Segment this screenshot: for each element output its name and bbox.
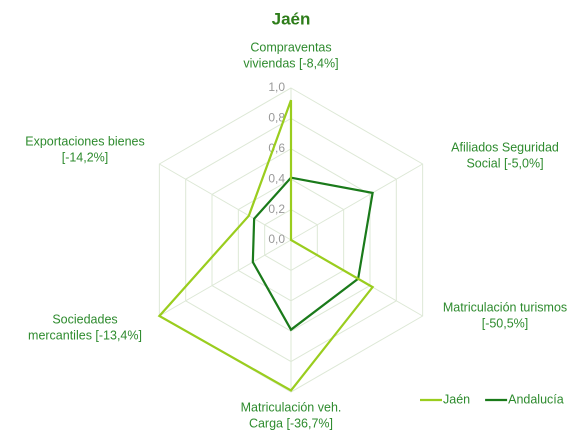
spoke [159,239,292,317]
series-line [251,176,374,332]
series-line [157,99,375,392]
r-tick-label: 0,2 [268,202,285,216]
category-label: [-50,5%] [482,316,529,330]
legend-label: Jaén [443,392,470,406]
r-tick-label: 0,4 [268,171,285,185]
spoke [159,163,292,241]
category-label: viviendas [-8,4%] [243,56,338,70]
category-label: [-14,2%] [62,150,109,164]
category-label: Matriculación turismos [443,300,567,314]
category-label: Sociedades [52,312,117,326]
category-label: Afiliados Seguridad [451,140,559,154]
category-label: Social [-5,0%] [466,156,543,170]
category-label: mercantiles [-13,4%] [28,328,142,342]
legend-label: Andalucía [508,392,564,406]
category-label: Matriculación veh. [241,400,342,414]
category-label: Compraventas [250,40,331,54]
r-tick-label: 1,0 [268,80,285,94]
r-tick-label: 0,8 [268,111,285,125]
category-label: Carga [-36,7%] [249,416,333,430]
chart-title: Jaén [272,9,311,28]
spoke [290,163,423,241]
r-tick-label: 0,0 [268,232,285,246]
category-label: Exportaciones bienes [25,134,145,148]
